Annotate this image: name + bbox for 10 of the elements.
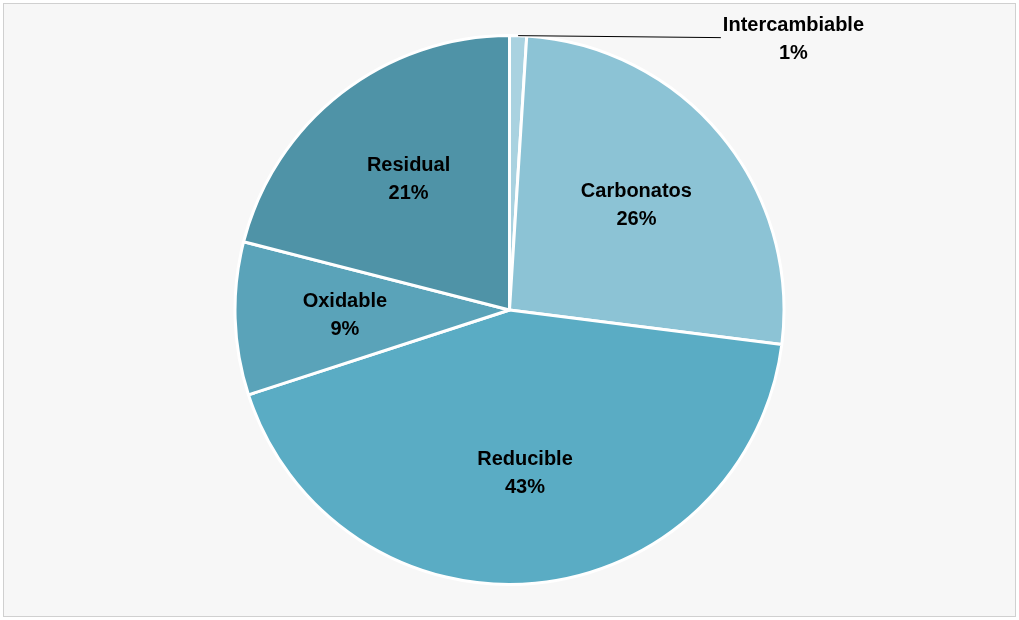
slice-label: Oxidable bbox=[302, 288, 388, 311]
slice-label: Reducible bbox=[477, 447, 573, 470]
slice-label: Residual bbox=[366, 153, 451, 176]
data-label: 43% bbox=[504, 475, 546, 498]
data-label: 1% bbox=[778, 41, 809, 64]
data-label: 26% bbox=[616, 206, 657, 229]
data-label: 21% bbox=[388, 181, 429, 204]
slice-label: Intercambiable bbox=[722, 13, 865, 36]
slice-label: Carbonatos bbox=[580, 178, 692, 201]
data-label: 9% bbox=[330, 316, 360, 339]
